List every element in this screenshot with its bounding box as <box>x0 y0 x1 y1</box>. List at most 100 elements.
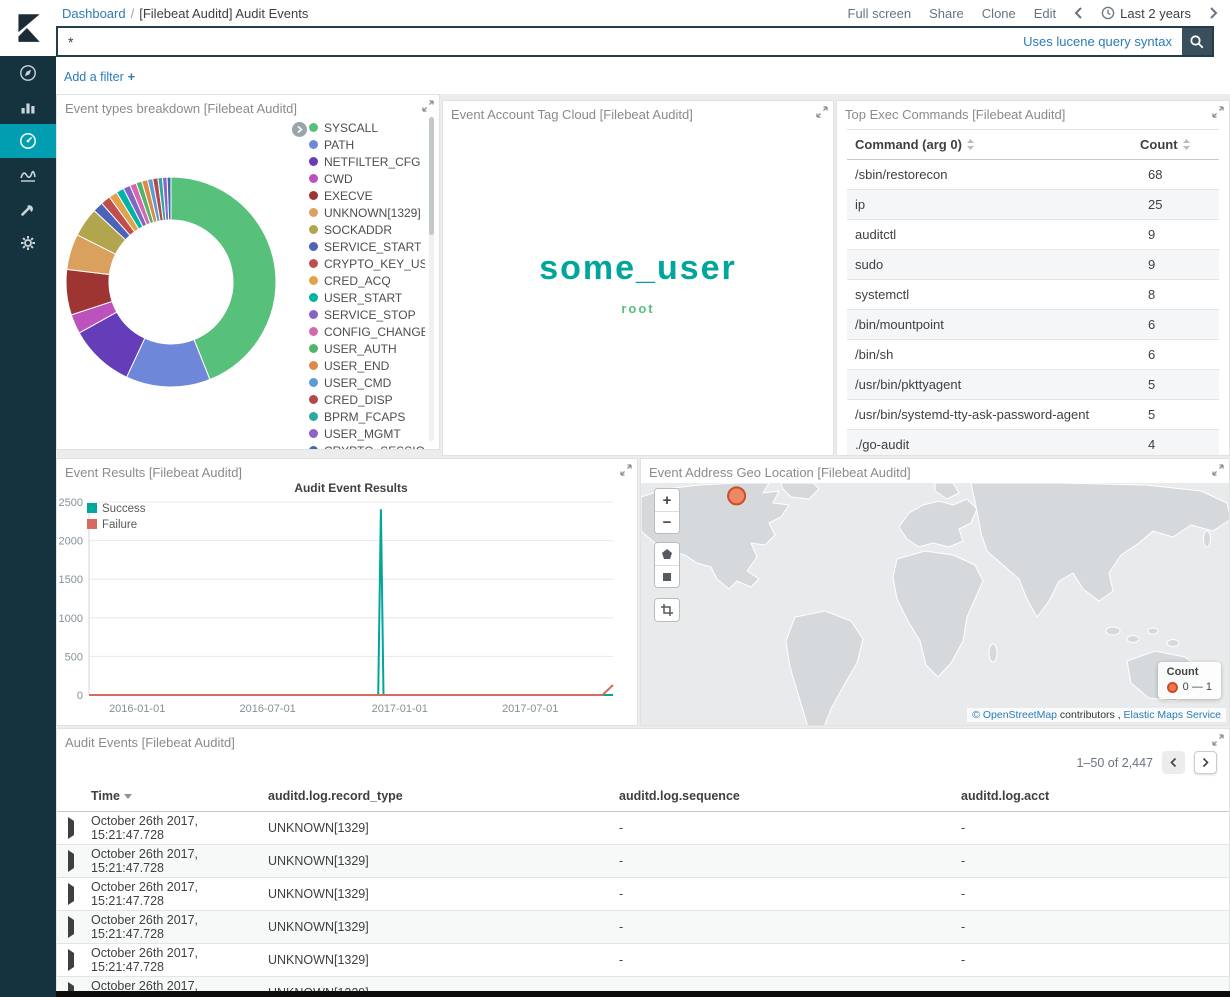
legend-item-service-stop[interactable]: SERVICE_STOP <box>309 306 425 323</box>
legend-swatch-failure[interactable] <box>87 519 97 529</box>
column-header-command-label: Command (arg 0) <box>855 137 962 152</box>
legend-item-service-start[interactable]: SERVICE_START <box>309 238 425 255</box>
expand-panel-icon[interactable] <box>1212 464 1224 476</box>
command-row: /usr/bin/pkttyagent5 <box>847 370 1219 400</box>
sidebar-item-management[interactable] <box>0 226 56 260</box>
gear-icon <box>18 233 38 253</box>
discover-icon <box>18 63 38 83</box>
count-cell: 5 <box>1140 370 1219 399</box>
next-page-button[interactable] <box>1194 751 1217 774</box>
expand-panel-icon[interactable] <box>620 464 632 476</box>
legend-item-cred-acq[interactable]: CRED_ACQ <box>309 272 425 289</box>
legend-item-user-cmd[interactable]: USER_CMD <box>309 374 425 391</box>
draw-rectangle-button[interactable] <box>655 565 679 587</box>
time-step-back-icon[interactable] <box>1074 6 1083 20</box>
breadcrumb-dashboard-link[interactable]: Dashboard <box>62 6 126 21</box>
command-cell: /usr/bin/systemd-tty-ask-password-agent <box>847 400 1140 429</box>
table-row[interactable]: October 26th 2017, 15:21:47.728UNKNOWN[1… <box>57 911 1229 944</box>
legend-item-execve[interactable]: EXECVE <box>309 187 425 204</box>
crop-tool-button[interactable] <box>655 599 679 621</box>
time-cell: October 26th 2017, 15:21:47.728 <box>91 880 268 908</box>
menu-item-clone[interactable]: Clone <box>982 6 1016 21</box>
expand-row-icon[interactable] <box>68 949 74 971</box>
legend-label-failure[interactable]: Failure <box>102 519 137 531</box>
column-header-count[interactable]: Count <box>1140 130 1219 159</box>
expand-row-icon[interactable] <box>68 883 74 905</box>
expand-panel-icon[interactable] <box>1212 106 1224 118</box>
column-header-command[interactable]: Command (arg 0) <box>847 130 1140 159</box>
expand-row-icon[interactable] <box>68 916 74 938</box>
legend-item-user-auth[interactable]: USER_AUTH <box>309 340 425 357</box>
legend-toggle-icon[interactable] <box>292 122 307 137</box>
expand-panel-icon[interactable] <box>1212 734 1224 746</box>
legend-item-config-change[interactable]: CONFIG_CHANGE <box>309 323 425 340</box>
chart-title: Audit Event Results <box>294 481 408 495</box>
table-row[interactable]: October 26th 2017, 15:21:47.728UNKNOWN[1… <box>57 878 1229 911</box>
legend-item-crypto-key-user[interactable]: CRYPTO_KEY_USER <box>309 255 425 272</box>
menu-item-full-screen[interactable]: Full screen <box>848 6 912 21</box>
expand-row-icon[interactable] <box>68 817 74 839</box>
search-button[interactable] <box>1182 28 1212 55</box>
record-type-cell: UNKNOWN[1329] <box>268 920 619 934</box>
tag-root[interactable]: root <box>443 301 833 316</box>
elastic-maps-link[interactable]: Elastic Maps Service <box>1124 709 1221 721</box>
legend-item-user-mgmt[interactable]: USER_MGMT <box>309 425 425 442</box>
legend-label: SERVICE_START <box>324 240 421 254</box>
sidebar-item-timelion[interactable] <box>0 158 56 192</box>
world-map[interactable] <box>641 483 1230 726</box>
count-cell: 25 <box>1140 190 1219 219</box>
table-row[interactable]: October 26th 2017, 15:21:47.728UNKNOWN[1… <box>57 845 1229 878</box>
sidebar-item-discover[interactable] <box>0 56 56 90</box>
legend-dot <box>309 429 318 438</box>
sidebar-item-dashboard[interactable] <box>0 124 56 158</box>
expand-row-icon[interactable] <box>68 850 74 872</box>
time-step-forward-icon[interactable] <box>1209 6 1218 20</box>
command-row: ./go-audit4 <box>847 430 1219 456</box>
sidebar-item-visualize[interactable] <box>0 90 56 124</box>
record-type-cell: UNKNOWN[1329] <box>268 821 619 835</box>
lucene-syntax-link[interactable]: Uses lucene query syntax <box>1023 34 1172 49</box>
legend-item-cwd[interactable]: CWD <box>309 170 425 187</box>
legend-item-user-end[interactable]: USER_END <box>309 357 425 374</box>
legend-item-syscall[interactable]: SYSCALL <box>309 119 425 136</box>
geo-marker[interactable] <box>728 487 745 504</box>
legend-item-netfilter-cfg[interactable]: NETFILTER_CFG <box>309 153 425 170</box>
add-filter-link[interactable]: Add a filter + <box>64 70 135 84</box>
top-nav-actions: Full screen Share Clone Edit Last 2 years <box>848 6 1218 21</box>
table-row[interactable]: October 26th 2017, 15:21:47.728UNKNOWN[1… <box>57 944 1229 977</box>
zoom-in-button[interactable]: + <box>655 489 679 511</box>
legend-swatch-success[interactable] <box>87 503 97 513</box>
record-type-cell: UNKNOWN[1329] <box>268 887 619 901</box>
sidebar-item-dev-tools[interactable] <box>0 192 56 226</box>
draw-polygon-button[interactable] <box>655 543 679 565</box>
legend-item-unknown-1329[interactable]: UNKNOWN[1329] <box>309 204 425 221</box>
zoom-out-button[interactable]: − <box>655 511 679 533</box>
legend-item-cred-disp[interactable]: CRED_DISP <box>309 391 425 408</box>
audit-table: Time auditd.log.record_type auditd.log.s… <box>57 781 1229 997</box>
time-cell: October 26th 2017, 15:21:47.728 <box>91 946 268 974</box>
map-legend: Count 0 — 1 <box>1158 662 1221 699</box>
kibana-logo[interactable] <box>0 0 56 56</box>
column-header-time[interactable]: Time <box>91 789 268 803</box>
command-cell: /bin/mountpoint <box>847 310 1140 339</box>
legend-dot <box>309 191 318 200</box>
time-picker[interactable]: Last 2 years <box>1101 6 1191 21</box>
legend-label-success[interactable]: Success <box>102 503 146 515</box>
legend-item-sockaddr[interactable]: SOCKADDR <box>309 221 425 238</box>
tag-some-user[interactable]: some_user <box>443 249 833 288</box>
openstreetmap-link[interactable]: © OpenStreetMap <box>972 709 1057 721</box>
legend-item-crypto-session[interactable]: CRYPTO_SESSION <box>309 442 425 449</box>
expand-panel-icon[interactable] <box>816 106 828 118</box>
legend-item-path[interactable]: PATH <box>309 136 425 153</box>
menu-item-edit[interactable]: Edit <box>1034 6 1056 21</box>
menu-item-share[interactable]: Share <box>929 6 964 21</box>
map-legend-title: Count <box>1167 666 1212 678</box>
query-input[interactable] <box>58 34 1023 50</box>
y-tick-label: 500 <box>65 651 83 663</box>
previous-page-button[interactable] <box>1162 751 1185 774</box>
legend-item-user-start[interactable]: USER_START <box>309 289 425 306</box>
table-row[interactable]: October 26th 2017, 15:21:47.728UNKNOWN[1… <box>57 812 1229 845</box>
expand-panel-icon[interactable] <box>422 100 434 112</box>
legend-scrollbar-thumb[interactable] <box>429 117 434 235</box>
legend-item-bprm-fcaps[interactable]: BPRM_FCAPS <box>309 408 425 425</box>
